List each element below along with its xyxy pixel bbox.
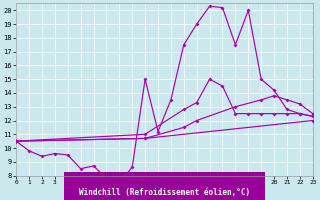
X-axis label: Windchill (Refroidissement éolien,°C): Windchill (Refroidissement éolien,°C) [79, 188, 250, 197]
